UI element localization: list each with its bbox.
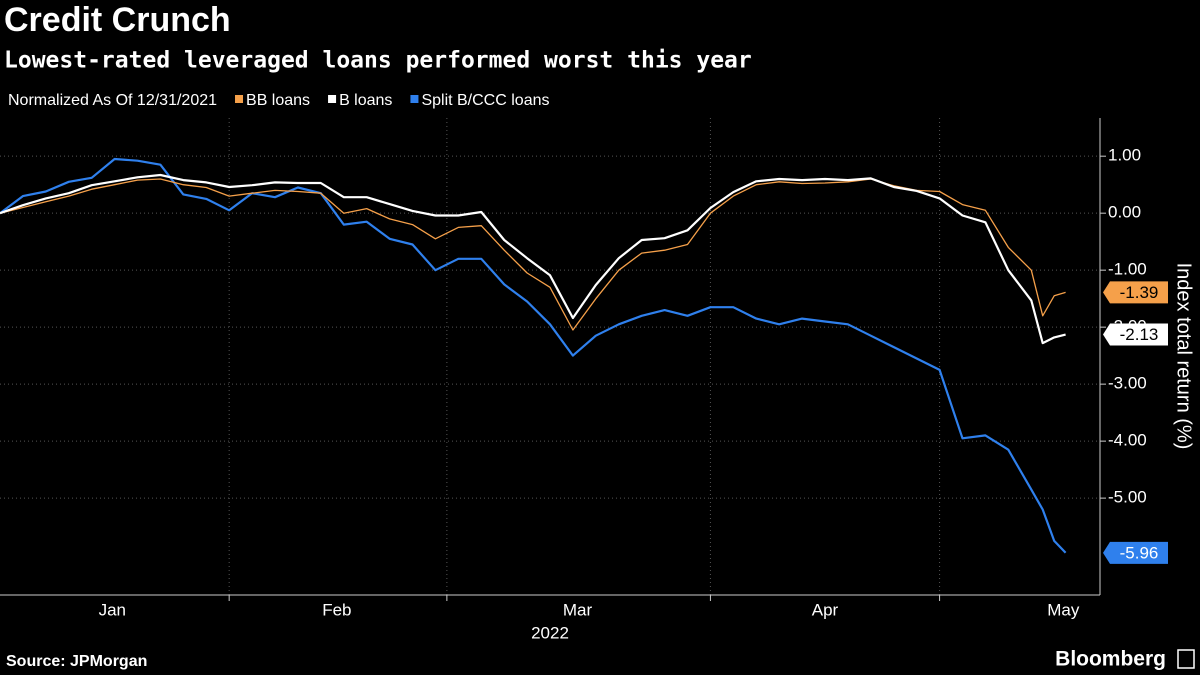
end-label: -2.13 — [1120, 325, 1159, 344]
x-axis-label: 2022 — [531, 623, 569, 642]
legend-label: BB loans — [246, 92, 310, 109]
y-tick-label: -4.00 — [1108, 431, 1147, 450]
y-tick-label: 0.00 — [1108, 203, 1141, 222]
x-tick-label: Jan — [99, 600, 126, 619]
end-label: -5.96 — [1120, 543, 1159, 562]
y-tick-label: -3.00 — [1108, 374, 1147, 393]
x-tick-label: Feb — [322, 600, 351, 619]
y-tick-label: -1.00 — [1108, 260, 1147, 279]
source: Source: JPMorgan — [6, 653, 147, 670]
legend-label: B loans — [339, 92, 392, 109]
brand-icon — [1177, 649, 1195, 669]
end-label-box — [1103, 281, 1168, 304]
brand: Bloomberg — [1055, 648, 1166, 671]
legend-swatch — [328, 95, 337, 103]
x-tick-label: Apr — [812, 600, 839, 619]
legend-label: Split B/CCC loans — [421, 92, 549, 109]
chart-title: Credit Crunch — [4, 1, 231, 39]
y-axis-label: Index total return (%) — [1173, 263, 1195, 450]
y-tick-label: 1.00 — [1108, 146, 1141, 165]
chart-subtitle: Lowest-rated leveraged loans performed w… — [4, 48, 752, 74]
x-tick-label: Mar — [563, 600, 593, 619]
end-label-box — [1103, 541, 1168, 564]
end-label-box — [1103, 323, 1168, 346]
legend-swatch — [410, 95, 419, 103]
legend-swatch — [235, 95, 244, 103]
legend-note: Normalized As Of 12/31/2021 — [8, 92, 217, 109]
x-tick-label: May — [1047, 600, 1080, 619]
line-series — [0, 173, 1066, 345]
end-label: -1.39 — [1120, 283, 1159, 302]
line-series — [0, 157, 1067, 554]
y-tick-label: -5.00 — [1108, 488, 1147, 507]
